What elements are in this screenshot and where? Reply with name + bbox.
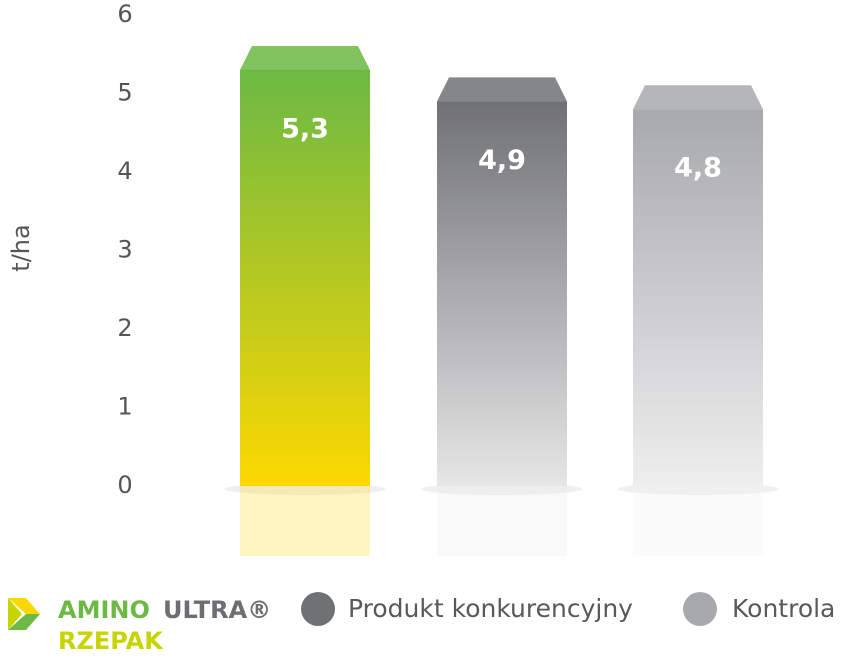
logo: [8, 598, 40, 630]
bar: [240, 69, 370, 486]
y-tick-label: 5: [117, 79, 132, 107]
legend-label: Kontrola: [732, 594, 835, 623]
y-tick-label: 1: [117, 393, 132, 421]
legend-marker: [683, 592, 717, 626]
value-label: 4,9: [478, 145, 526, 176]
y-axis-label: t/ha: [7, 224, 35, 271]
legend-label: RZEPAK: [58, 627, 164, 655]
bar-cap: [633, 85, 763, 110]
bar: [437, 101, 567, 486]
bar-reflection: [633, 486, 763, 556]
value-label: 4,8: [674, 153, 722, 184]
y-tick-label: 0: [117, 471, 132, 499]
legend-label: ULTRA®: [163, 596, 271, 624]
legend-label: AMINO: [58, 596, 150, 624]
y-tick-label: 4: [117, 157, 132, 185]
y-tick-label: 3: [117, 236, 132, 264]
bar-reflection: [437, 486, 567, 556]
bar: [633, 109, 763, 486]
y-tick-label: 6: [117, 0, 132, 28]
legend-marker: [301, 592, 335, 626]
bar-cap: [437, 77, 567, 102]
bar-reflection: [240, 486, 370, 556]
y-tick-label: 2: [117, 314, 132, 342]
bar-cap: [240, 45, 370, 70]
legend-label: Produkt konkurencyjny: [348, 594, 633, 623]
value-label: 5,3: [281, 113, 329, 144]
